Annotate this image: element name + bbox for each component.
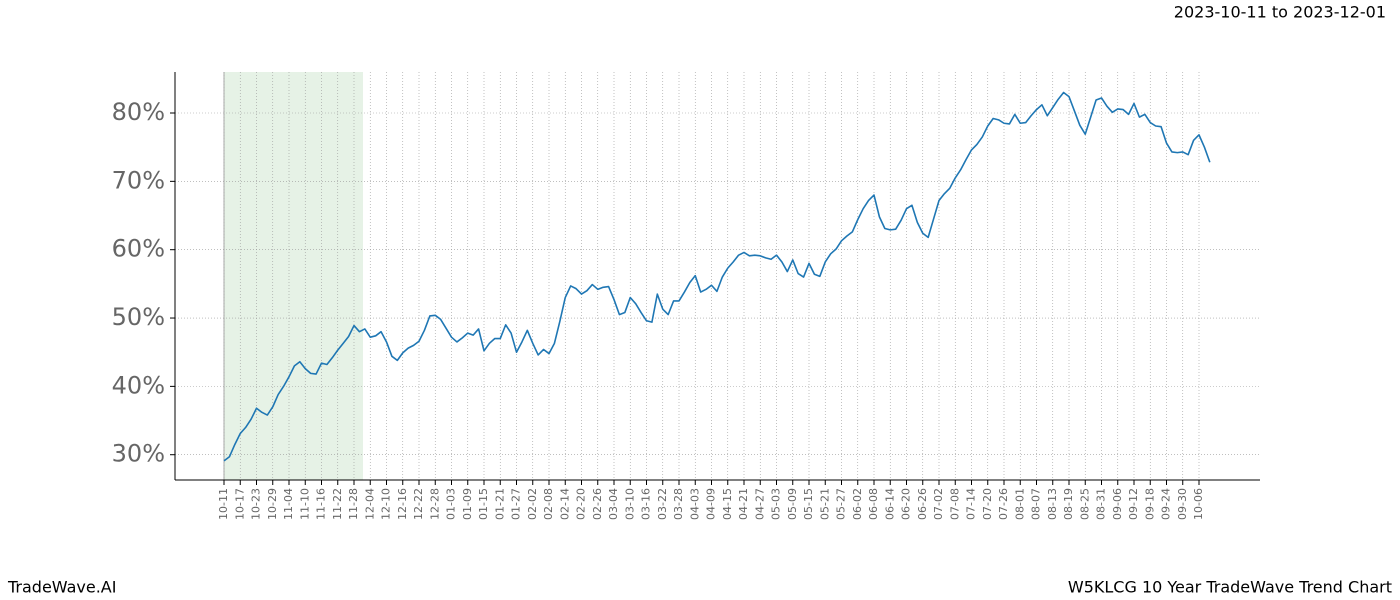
marks-layer — [223, 91, 1211, 462]
x-tick-label: 12-16 — [396, 488, 409, 520]
x-tick-label: 10-29 — [266, 488, 279, 520]
x-tick-label: 04-15 — [721, 488, 734, 520]
x-tick-label: 09-24 — [1160, 488, 1173, 520]
x-tick-label: 12-28 — [428, 488, 441, 520]
x-tick-label: 10-11 — [217, 488, 230, 520]
x-tick-label: 08-25 — [1078, 488, 1091, 520]
x-tick-label: 08-01 — [1013, 488, 1026, 520]
y-tick-label: 60% — [112, 235, 165, 263]
grid-layer — [175, 72, 1260, 480]
x-tick-label: 09-12 — [1127, 488, 1140, 520]
x-tick-label: 05-15 — [802, 488, 815, 520]
highlight-range — [224, 72, 363, 480]
y-tick-label: 30% — [112, 440, 165, 468]
x-tick-label: 11-22 — [331, 488, 344, 520]
x-tick-label: 03-28 — [672, 488, 685, 520]
x-tick-label: 05-09 — [786, 488, 799, 520]
x-tick-label: 01-15 — [477, 488, 490, 520]
trend-line — [223, 91, 1211, 462]
x-tick-label: 02-08 — [542, 488, 555, 520]
x-tick-label: 07-26 — [997, 488, 1010, 520]
x-tick-label: 03-16 — [640, 488, 653, 520]
x-tick-label: 04-09 — [705, 488, 718, 520]
x-tick-label: 04-21 — [737, 488, 750, 520]
x-tick-label: 12-04 — [363, 488, 376, 520]
x-tick-label: 07-08 — [948, 488, 961, 520]
x-tick-label: 01-27 — [510, 488, 523, 520]
x-tick-label: 06-26 — [916, 488, 929, 520]
y-tick-label: 40% — [112, 371, 165, 399]
x-tick-label: 11-16 — [315, 488, 328, 520]
x-tick-label: 10-17 — [233, 488, 246, 520]
x-tick-label: 01-21 — [493, 488, 506, 520]
x-tick-label: 12-22 — [412, 488, 425, 520]
x-tick-label: 01-03 — [445, 488, 458, 520]
x-tick-label: 08-07 — [1030, 488, 1043, 520]
x-tick-label: 06-02 — [851, 488, 864, 520]
x-tick-label: 05-27 — [835, 488, 848, 520]
x-tick-label: 06-20 — [900, 488, 913, 520]
y-tick-label: 70% — [112, 166, 165, 194]
x-tick-label: 11-04 — [282, 488, 295, 520]
x-tick-label: 02-20 — [575, 488, 588, 520]
x-tick-label: 03-10 — [623, 488, 636, 520]
footer-caption: W5KLCG 10 Year TradeWave Trend Chart — [1068, 578, 1392, 597]
x-tick-label: 03-22 — [656, 488, 669, 520]
chart-title: 2023-10-11 to 2023-12-01 — [1174, 3, 1386, 22]
x-tick-label: 09-06 — [1111, 488, 1124, 520]
x-tick-label: 09-30 — [1176, 488, 1189, 520]
x-tick-label: 04-27 — [753, 488, 766, 520]
x-tick-label: 04-03 — [688, 488, 701, 520]
x-tick-label: 06-08 — [867, 488, 880, 520]
x-tick-label: 05-03 — [770, 488, 783, 520]
x-tick-label: 05-21 — [818, 488, 831, 520]
x-tick-label: 02-26 — [591, 488, 604, 520]
y-tick-label: 80% — [112, 98, 165, 126]
footer-brand: TradeWave.AI — [7, 578, 116, 597]
x-tick-label: 01-09 — [461, 488, 474, 520]
x-tick-label: 10-06 — [1192, 488, 1205, 520]
x-tick-label: 08-31 — [1095, 488, 1108, 520]
x-tick-label: 07-14 — [965, 488, 978, 520]
x-tick-label: 11-28 — [347, 488, 360, 520]
x-tick-label: 02-14 — [558, 488, 571, 520]
x-tick-label: 09-18 — [1143, 488, 1156, 520]
x-tick-label: 06-14 — [883, 488, 896, 520]
x-tick-label: 07-20 — [981, 488, 994, 520]
x-tick-label: 07-02 — [932, 488, 945, 520]
x-tick-label: 11-10 — [298, 488, 311, 520]
x-tick-label: 10-23 — [250, 488, 263, 520]
x-tick-label: 12-10 — [380, 488, 393, 520]
x-tick-label: 08-19 — [1062, 488, 1075, 520]
x-tick-label: 03-04 — [607, 488, 620, 520]
x-tick-label: 02-02 — [526, 488, 539, 520]
y-tick-label: 50% — [112, 303, 165, 331]
x-tick-label: 08-13 — [1046, 488, 1059, 520]
